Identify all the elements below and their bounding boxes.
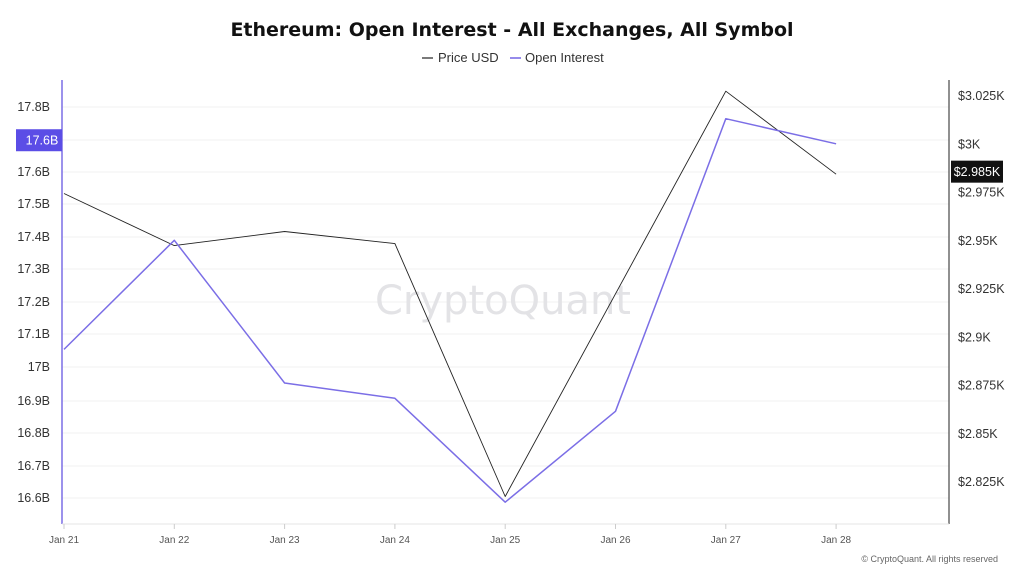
price-usd-line[interactable] bbox=[63, 90, 837, 497]
left-tick-label: 16.9B bbox=[17, 394, 50, 408]
x-tick-label: Jan 21 bbox=[49, 535, 79, 546]
left-axis-current-badge: 17.6B bbox=[16, 129, 62, 152]
right-axis-current-badge: $2.985K bbox=[951, 160, 1003, 183]
left-tick-label: 17.3B bbox=[17, 262, 50, 276]
left-badge-label: 17.6B bbox=[26, 134, 59, 148]
right-tick-label: $2.975K bbox=[958, 186, 1005, 200]
x-tick-label: Jan 24 bbox=[380, 535, 410, 546]
chart-grid bbox=[62, 106, 949, 499]
x-tick-label: Jan 22 bbox=[159, 535, 189, 546]
right-tick-label: $2.95K bbox=[958, 234, 998, 248]
x-tick-label: Jan 26 bbox=[600, 535, 630, 546]
x-axis-ticks: Jan 21 Jan 22 Jan 23 Jan 24 Jan 25 Jan 26 Jan … bbox=[49, 524, 852, 546]
right-axis-ticks: $3.025K $3K $2.975K $2.95K $2.925K $2.9K $2.87… bbox=[958, 89, 1005, 489]
left-badge-box bbox=[16, 129, 62, 152]
right-badge-label: $2.985K bbox=[954, 165, 1001, 179]
chart-title: Ethereum: Open Interest - All Exchanges,… bbox=[230, 19, 793, 41]
right-tick-label: $2.9K bbox=[958, 330, 991, 344]
x-tick-label: Jan 25 bbox=[490, 535, 520, 546]
left-tick-label: 17.5B bbox=[17, 197, 50, 211]
right-tick-label: $3K bbox=[958, 137, 981, 151]
left-tick-label: 16.6B bbox=[17, 491, 50, 505]
x-tick-label: Jan 23 bbox=[270, 535, 300, 546]
left-tick-label: 17B bbox=[28, 360, 50, 374]
left-tick-label: 17.6B bbox=[17, 165, 50, 179]
left-axis-ticks: 17.8B 17.6B 17.5B 17.4B 17.3B 17.2B 17.1B 17B 16… bbox=[17, 100, 50, 505]
legend-open-interest-label[interactable]: Open Interest bbox=[525, 50, 604, 65]
right-badge-box bbox=[951, 160, 1003, 183]
left-tick-label: 17.4B bbox=[17, 230, 50, 244]
open-interest-line[interactable] bbox=[63, 117, 837, 503]
left-tick-label: 17.1B bbox=[17, 327, 50, 341]
x-tick-label: Jan 28 bbox=[821, 535, 851, 546]
copyright-notice: © CryptoQuant. All rights reserved bbox=[861, 554, 998, 564]
left-tick-label: 17.8B bbox=[17, 100, 50, 114]
right-tick-label: $3.025K bbox=[958, 89, 1005, 103]
left-tick-label: 17.2B bbox=[17, 295, 50, 309]
right-tick-label: $2.825K bbox=[958, 475, 1005, 489]
right-tick-label: $2.925K bbox=[958, 282, 1005, 296]
left-tick-label: 16.7B bbox=[17, 459, 50, 473]
right-tick-label: $2.85K bbox=[958, 427, 998, 441]
right-tick-label: $2.875K bbox=[958, 379, 1005, 393]
chart-legend[interactable]: Price USD Open Interest bbox=[422, 50, 604, 65]
watermark: CryptoQuant bbox=[375, 278, 631, 324]
left-tick-label: 16.8B bbox=[17, 426, 50, 440]
legend-price-label[interactable]: Price USD bbox=[438, 50, 499, 65]
x-tick-label: Jan 27 bbox=[711, 535, 741, 546]
chart-series[interactable] bbox=[63, 90, 837, 503]
